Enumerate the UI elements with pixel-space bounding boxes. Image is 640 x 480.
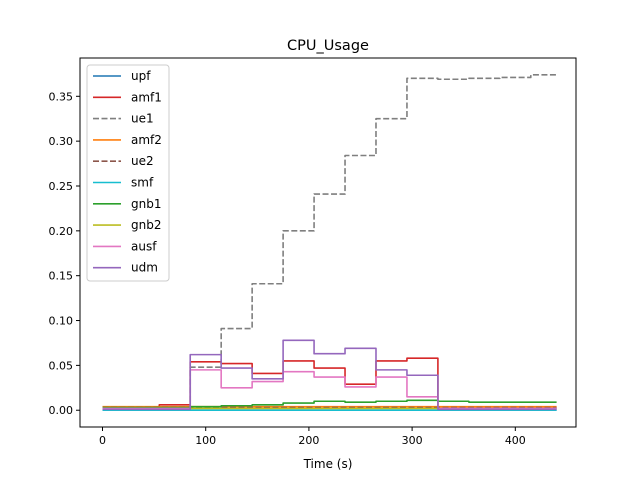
legend-label-udm: udm bbox=[131, 261, 158, 275]
y-tick-label: 0.25 bbox=[49, 180, 74, 193]
legend-label-amf1: amf1 bbox=[131, 90, 162, 104]
series-line-ausf bbox=[102, 369, 557, 410]
legend-label-smf: smf bbox=[131, 176, 154, 190]
chart-title: CPU_Usage bbox=[287, 38, 369, 54]
series-line-ue1 bbox=[102, 73, 557, 409]
series-line-gnb1 bbox=[102, 399, 557, 409]
x-axis-label: Time (s) bbox=[303, 457, 353, 471]
plot-series-group bbox=[102, 73, 557, 412]
plot-frame bbox=[79, 57, 577, 428]
series-line-udm bbox=[102, 339, 557, 411]
x-tick-label: 300 bbox=[402, 434, 423, 447]
x-tick-label: 100 bbox=[195, 434, 216, 447]
legend-label-amf2: amf2 bbox=[131, 133, 162, 147]
legend-label-gnb2: gnb2 bbox=[131, 218, 161, 232]
y-tick-label: 0.15 bbox=[49, 270, 74, 283]
x-tick-label: 400 bbox=[505, 434, 526, 447]
legend-label-upf: upf bbox=[131, 69, 151, 83]
x-tick-label: 0 bbox=[99, 434, 106, 447]
x-tick-label: 200 bbox=[298, 434, 319, 447]
y-tick-label: 0.30 bbox=[49, 135, 74, 148]
legend: upf amf1 ue1 amf2 ue2 smf gnb1 gnb2 ausf udm bbox=[86, 64, 170, 282]
x-axis-ticks: 0 100 200 300 400 bbox=[99, 427, 526, 447]
legend-label-ue2: ue2 bbox=[131, 154, 154, 168]
y-tick-label: 0.00 bbox=[49, 404, 74, 417]
y-tick-label: 0.10 bbox=[49, 315, 74, 328]
legend-label-gnb1: gnb1 bbox=[131, 197, 161, 211]
legend-label-ausf: ausf bbox=[131, 239, 157, 253]
legend-label-ue1: ue1 bbox=[131, 112, 154, 126]
y-tick-label: 0.20 bbox=[49, 225, 74, 238]
y-axis-ticks: 0.00 0.05 0.10 0.15 0.20 0.25 0.30 0.35 bbox=[49, 90, 80, 417]
y-tick-label: 0.05 bbox=[49, 359, 74, 372]
y-tick-label: 0.35 bbox=[49, 90, 74, 103]
